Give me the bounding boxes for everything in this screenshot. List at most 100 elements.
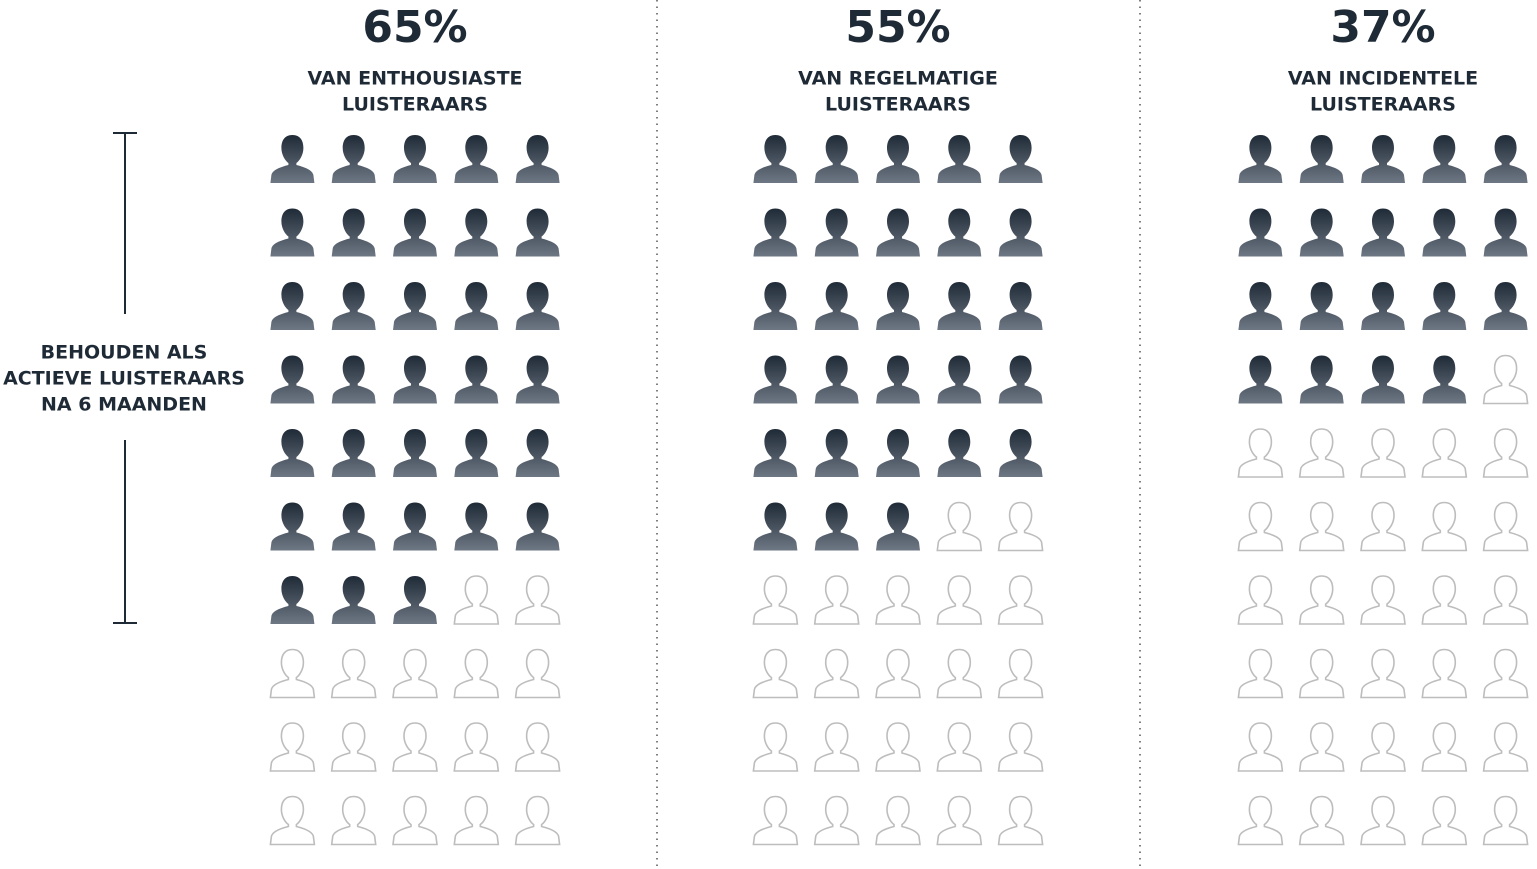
icon-empty (936, 722, 983, 772)
icon-filled (876, 208, 920, 257)
icon-filled (1238, 135, 1283, 183)
value-label: 37% (1330, 2, 1435, 53)
icon-empty (752, 575, 799, 625)
icon-empty (1360, 575, 1406, 625)
icon-filled (515, 135, 560, 183)
icon-filled (331, 355, 376, 404)
group-label: VAN REGELMATIGE (798, 68, 998, 90)
icon-filled (1422, 282, 1467, 330)
icon-filled (331, 282, 376, 330)
icon-filled (270, 429, 315, 477)
icon-empty (453, 795, 500, 846)
icon-filled (515, 502, 560, 551)
icon-empty (1421, 795, 1468, 846)
icon-empty (1421, 648, 1468, 699)
icon-filled (753, 282, 798, 330)
icon-empty (936, 795, 983, 846)
icon-empty (1360, 722, 1406, 772)
icon-filled (814, 429, 859, 477)
icon-filled (1299, 355, 1344, 404)
icon-filled (515, 208, 560, 257)
icon-filled (454, 208, 499, 257)
icon-empty (875, 648, 921, 699)
icon-empty (997, 648, 1044, 699)
icon-empty (1360, 795, 1406, 846)
icon-filled (937, 135, 982, 183)
icon-empty (1298, 501, 1345, 552)
icon-filled (998, 135, 1043, 183)
icon-filled (753, 355, 798, 404)
icon-filled (814, 282, 859, 330)
icon-filled (998, 208, 1043, 257)
icon-filled (393, 576, 437, 624)
icon-empty (1298, 428, 1345, 478)
icon-filled (1299, 208, 1344, 257)
icon-empty (936, 648, 983, 699)
icon-filled (515, 429, 560, 477)
icon-filled (1483, 282, 1528, 330)
icon-empty (514, 722, 561, 772)
icon-filled (876, 502, 920, 551)
icon-empty (936, 501, 983, 552)
icon-empty (392, 648, 438, 699)
icon-filled (876, 355, 920, 404)
icon-empty (1237, 648, 1284, 699)
icon-empty (875, 575, 921, 625)
icon-empty (330, 648, 377, 699)
icon-filled (270, 208, 315, 257)
icon-filled (393, 355, 437, 404)
icon-filled (937, 429, 982, 477)
icon-filled (331, 576, 376, 624)
icon-empty (1360, 501, 1406, 552)
icon-empty (330, 795, 377, 846)
icon-empty (997, 795, 1044, 846)
icon-filled (876, 135, 920, 183)
group-label: LUISTERAARS (1310, 94, 1456, 116)
icon-filled (876, 282, 920, 330)
icon-filled (1422, 208, 1467, 257)
icon-empty (453, 575, 500, 625)
icon-empty (514, 648, 561, 699)
icon-empty (1482, 354, 1529, 405)
icon-empty (813, 575, 860, 625)
icon-filled (1422, 355, 1467, 404)
icon-filled (998, 355, 1043, 404)
icon-filled (393, 429, 437, 477)
icon-empty (1482, 428, 1529, 478)
icon-empty (875, 795, 921, 846)
icon-filled (1483, 135, 1528, 183)
icon-filled (270, 355, 315, 404)
icon-filled (753, 502, 798, 551)
icon-empty (1298, 648, 1345, 699)
icon-filled (1361, 282, 1405, 330)
icon-filled (998, 429, 1043, 477)
icon-empty (1421, 722, 1468, 772)
icon-empty (1482, 501, 1529, 552)
icon-filled (331, 135, 376, 183)
icon-empty (997, 575, 1044, 625)
icon-empty (813, 648, 860, 699)
icon-filled (331, 208, 376, 257)
icon-empty (269, 722, 316, 772)
icon-filled (1299, 282, 1344, 330)
icon-filled (876, 429, 920, 477)
icon-empty (1482, 722, 1529, 772)
icon-filled (1238, 282, 1283, 330)
icon-empty (330, 722, 377, 772)
value-label: 55% (845, 2, 950, 53)
icon-empty (1482, 795, 1529, 846)
group-label: LUISTERAARS (825, 94, 971, 116)
icon-filled (454, 502, 499, 551)
icon-filled (1361, 208, 1405, 257)
icon-empty (1421, 501, 1468, 552)
bracket (113, 132, 137, 624)
icon-empty (1237, 795, 1284, 846)
icon-filled (1483, 208, 1528, 257)
icon-filled (393, 135, 437, 183)
value-label: 65% (362, 2, 467, 53)
icon-filled (393, 282, 437, 330)
icon-filled (515, 282, 560, 330)
icon-empty (1482, 648, 1529, 699)
icon-filled (814, 208, 859, 257)
annotation: ACTIEVE LUISTERAARS (3, 368, 245, 390)
